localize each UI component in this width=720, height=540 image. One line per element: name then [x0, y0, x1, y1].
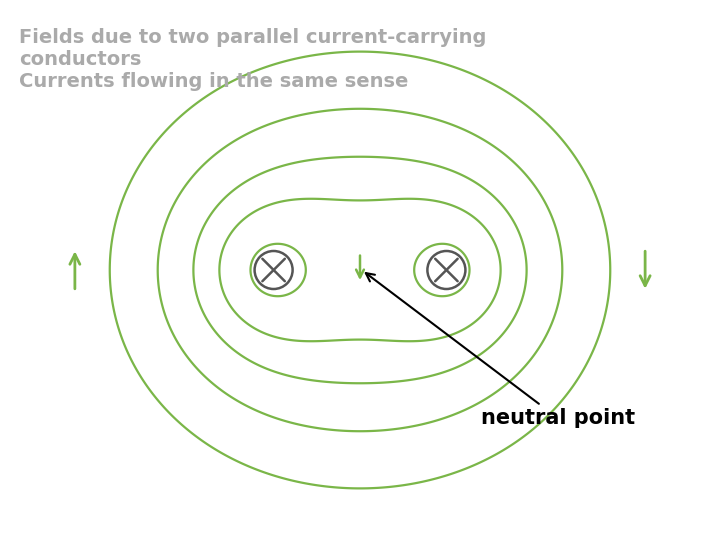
Point: [354, 266, 366, 274]
Point: [354, 266, 366, 274]
Point: [354, 266, 366, 274]
Point: [354, 266, 366, 274]
Circle shape: [255, 251, 292, 289]
Point: [354, 266, 366, 274]
Point: [354, 266, 366, 274]
Text: Fields due to two parallel current-carrying
conductors
Currents flowing in the s: Fields due to two parallel current-carry…: [19, 28, 486, 91]
Text: neutral point: neutral point: [366, 273, 635, 428]
Point: [354, 266, 366, 274]
Point: [354, 266, 366, 274]
Point: [354, 266, 366, 274]
Point: [354, 266, 366, 274]
Circle shape: [428, 251, 465, 289]
